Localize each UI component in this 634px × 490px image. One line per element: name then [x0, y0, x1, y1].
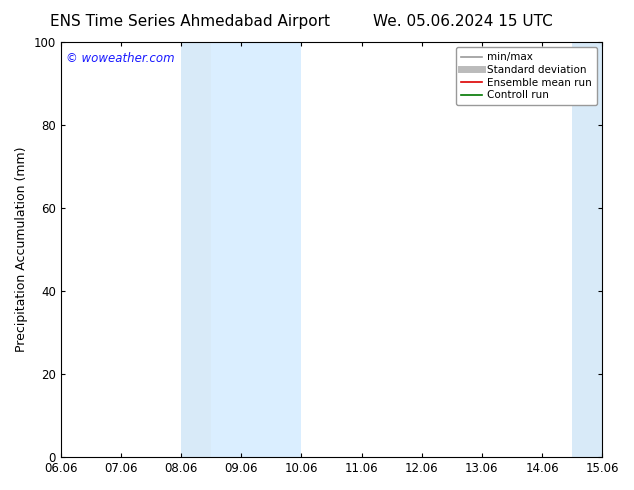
Bar: [602, 42, 632, 457]
Bar: [181, 42, 211, 457]
Bar: [572, 42, 602, 457]
Bar: [211, 42, 301, 457]
Text: ENS Time Series Ahmedabad Airport: ENS Time Series Ahmedabad Airport: [50, 14, 330, 29]
Text: We. 05.06.2024 15 UTC: We. 05.06.2024 15 UTC: [373, 14, 553, 29]
Text: © woweather.com: © woweather.com: [66, 52, 175, 66]
Y-axis label: Precipitation Accumulation (mm): Precipitation Accumulation (mm): [15, 147, 28, 352]
Legend: min/max, Standard deviation, Ensemble mean run, Controll run: min/max, Standard deviation, Ensemble me…: [456, 47, 597, 105]
